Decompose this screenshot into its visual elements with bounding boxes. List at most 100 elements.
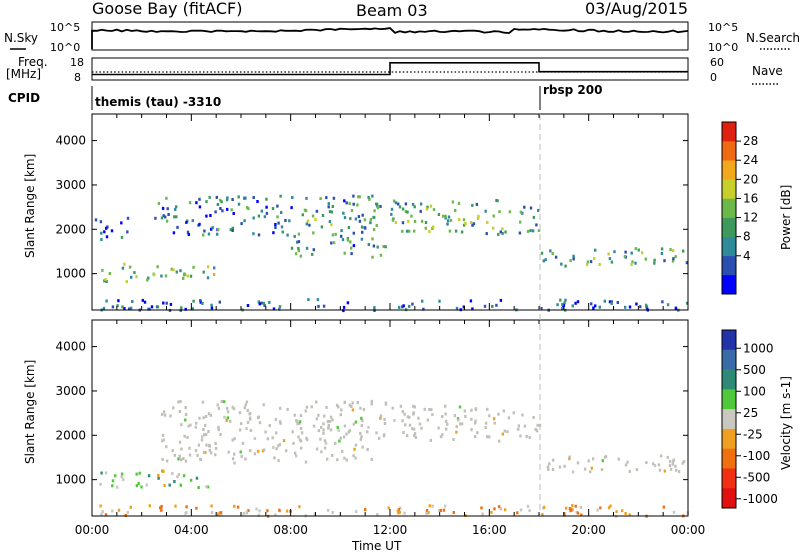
range-gate-cell: [162, 301, 165, 305]
range-gate-cell: [542, 259, 545, 263]
range-gate-cell: [526, 229, 530, 233]
range-gate-cell: [492, 214, 495, 218]
range-gate-cell: [394, 221, 398, 224]
range-gate-cell: [540, 307, 543, 310]
range-gate-cell: [360, 225, 364, 229]
range-gate-cell: [411, 202, 415, 206]
range-gate-cell: [245, 400, 249, 404]
range-gate-cell: [111, 479, 115, 483]
range-gate-cell: [353, 447, 356, 451]
range-gate-cell: [444, 419, 448, 423]
range-gate-cell: [214, 442, 217, 445]
range-gate-cell: [390, 212, 393, 216]
range-gate-cell: [669, 248, 672, 252]
range-gate-cell: [464, 414, 467, 418]
range-gate-cell: [452, 511, 455, 514]
range-gate-cell: [359, 431, 362, 435]
range-gate-cell: [457, 201, 461, 205]
range-gate-cell: [589, 260, 593, 264]
time-tick-label: 00:00: [671, 523, 706, 537]
time-axis-title: Time UT: [351, 539, 402, 553]
range-gate-cell: [217, 428, 220, 432]
range-gate-cell: [437, 426, 440, 430]
range-gate-cell: [207, 430, 210, 433]
range-gate-cell: [256, 416, 260, 420]
range-gate-cell: [363, 218, 367, 222]
range-gate-cell: [426, 418, 429, 422]
range-gate-cell: [473, 435, 477, 439]
range-gate-cell: [265, 211, 269, 215]
range-gate-cell: [330, 223, 333, 227]
colorbar-segment: [722, 389, 736, 410]
range-gate-cell: [308, 223, 311, 227]
range-gate-cell: [220, 400, 223, 404]
range-gate-cell: [682, 460, 686, 464]
range-gate-cell: [337, 405, 340, 409]
range-gate-cell: [114, 474, 117, 478]
range-gate-cell: [196, 453, 199, 457]
range-gate-cell: [180, 306, 183, 310]
range-gate-cell: [195, 476, 199, 480]
range-gate-cell: [405, 229, 409, 233]
power-xticks: [91, 114, 689, 310]
range-gate-cell: [369, 217, 373, 221]
range-gate-cell: [368, 197, 371, 201]
range-gate-cell: [437, 213, 441, 216]
range-gate-cell: [178, 454, 181, 458]
range-gate-cell: [342, 211, 345, 215]
range-gate-cell: [341, 238, 345, 242]
range-gate-cell: [182, 457, 185, 461]
range-gate-cell: [202, 416, 205, 420]
range-gate-cell: [157, 476, 160, 480]
noise-panel: N.Sky N.Search 10^5 10^0 10^5 10^0: [4, 21, 800, 54]
range-gate-cell: [130, 275, 133, 279]
range-gate-cell: [493, 421, 496, 425]
range-gate-cell: [304, 409, 307, 413]
range-gate-cell: [131, 300, 134, 303]
range-gate-cell: [274, 417, 278, 421]
range-gate-cell: [598, 263, 601, 266]
range-gate-cell: [455, 430, 458, 434]
range-gate-cell: [653, 258, 656, 262]
range-gate-cell: [398, 205, 402, 209]
range-gate-cell: [460, 422, 464, 426]
range-gate-cell: [281, 230, 284, 234]
range-gate-cell: [172, 268, 175, 272]
range-gate-cell: [473, 421, 477, 425]
range-gate-cell: [493, 507, 496, 511]
colorbar-tick-label: 12: [743, 211, 758, 225]
range-gate-cell: [521, 413, 524, 417]
range-gate-cell: [442, 508, 446, 512]
range-gate-cell: [613, 250, 616, 254]
range-gate-cell: [299, 426, 303, 430]
range-gate-cell: [199, 299, 202, 303]
range-gate-cell: [145, 483, 148, 487]
range-gate-cell: [428, 230, 431, 234]
range-gate-cell: [214, 446, 218, 450]
range-gate-cell: [607, 506, 611, 510]
range-gate-cell: [507, 416, 511, 420]
range-gate-cell: [242, 512, 245, 515]
nave-label: Nave: [752, 64, 783, 78]
range-gate-cell: [372, 228, 376, 232]
range-gate-cell: [138, 471, 141, 475]
range-gate-cell: [296, 422, 299, 426]
power-yticks: 1000 2000 3000 4000: [55, 134, 688, 281]
range-gate-cell: [350, 246, 353, 250]
range-gate-cell: [205, 443, 208, 447]
range-gate-cell: [541, 513, 544, 517]
range-gate-cell: [315, 417, 319, 421]
range-gate-cell: [299, 414, 303, 418]
cpid-segment-2: rbsp 200: [543, 83, 602, 97]
range-gate-cell: [189, 423, 192, 427]
freq-panel-frame: [91, 57, 689, 81]
range-gate-cell: [672, 249, 675, 253]
nave-tick-top: 60: [710, 56, 724, 69]
range-gate-cell: [185, 511, 188, 515]
range-gate-cell: [634, 247, 637, 251]
range-gate-cell: [361, 445, 364, 449]
range-gate-cell: [167, 213, 170, 216]
range-gate-cell: [590, 466, 593, 470]
range-gate-cell: [549, 249, 552, 253]
range-gate-cell: [174, 504, 177, 508]
